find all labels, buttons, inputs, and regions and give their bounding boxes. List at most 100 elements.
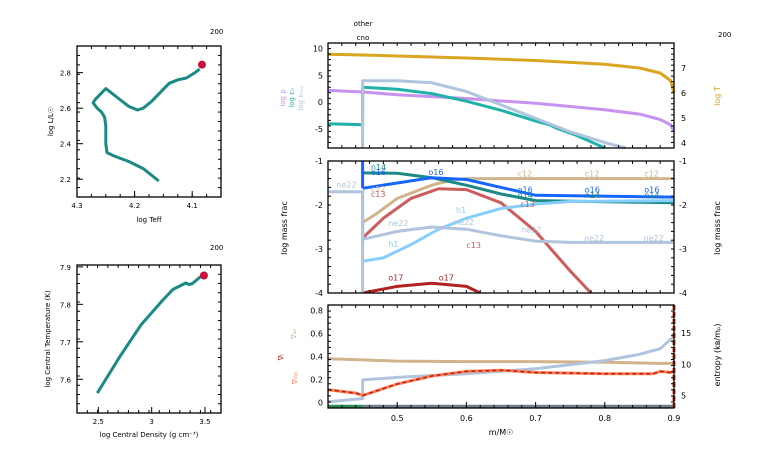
model-number: 200 [210, 28, 223, 36]
y-tick-label-right: 7 [681, 64, 686, 73]
x-tick-label: 0.7 [529, 414, 542, 423]
current-model-marker [197, 60, 206, 69]
x-axis-label: m/M☉ [489, 428, 514, 437]
center-track [96, 274, 205, 394]
series-c13 [361, 187, 593, 293]
y-tick-label-right: -4 [679, 289, 687, 298]
y-tick-label: 5 [318, 71, 323, 80]
y-tick-label: 0 [318, 398, 323, 407]
current-model-marker [199, 271, 208, 280]
line-label-o16: o16 [585, 186, 600, 195]
model-number: 200 [210, 244, 223, 252]
series-grad_T [327, 369, 675, 397]
line-label-n14: n14 [371, 163, 386, 172]
y-axis-label-left: log εₙᵤₓ [297, 85, 305, 110]
y-tick-label-right: -3 [679, 245, 687, 254]
line-label-n14: n14 [644, 191, 659, 200]
y-axis-label-left: ∇ᵣₐₔ [291, 372, 299, 385]
series-log-eps_max [361, 79, 626, 150]
line-label-o17: o17 [388, 274, 403, 283]
y-axis-label-left: log ρ [279, 89, 287, 107]
y-tick-label-right: 5 [681, 114, 686, 123]
series-ne22 [328, 190, 674, 244]
y-tick-label: 7.6 [60, 376, 72, 384]
y-tick-label: 7.8 [60, 301, 71, 309]
y-tick-label: 2.2 [60, 176, 71, 184]
line-label-c12: c12 [371, 185, 386, 194]
series-h1 [362, 199, 674, 263]
y-axis-label: log Central Temperature (K) [44, 290, 52, 387]
hr-track [91, 67, 201, 183]
model-number: 200 [718, 31, 731, 39]
y-tick-label: 0 [318, 98, 323, 107]
y-tick-label: -4 [315, 289, 323, 298]
y-tick-label-right: -1 [679, 157, 687, 166]
x-tick-label: 4.2 [129, 202, 140, 210]
y-tick-label: -3 [315, 245, 323, 254]
line-label-o17: o17 [439, 274, 454, 283]
x-tick-label: 4.3 [71, 202, 82, 210]
y-axis-label-left: ∇ₐₔ [290, 329, 298, 340]
y-tick-label-right: 6 [681, 89, 686, 98]
series-o16 [362, 176, 674, 199]
x-tick-label: 4.1 [187, 202, 198, 210]
y-tick-label: 0.6 [310, 330, 323, 339]
y-tick-label: 2.4 [60, 141, 72, 149]
x-axis-label: log Teff [136, 216, 161, 224]
y-tick-label: 7.7 [60, 339, 71, 347]
line-label-ne22: ne22 [521, 225, 541, 234]
x-tick-label: 0.9 [668, 414, 681, 423]
y-axis-label-left: log εₙ [288, 88, 296, 108]
y-axis-label-right: log T [713, 86, 722, 106]
y-tick-label: 10 [313, 44, 323, 53]
line-label-c12: c12 [518, 169, 533, 178]
line-label-o16: o16 [371, 168, 386, 177]
line-label-o16: o16 [518, 186, 533, 195]
annotation-cno: cno [357, 34, 370, 42]
x-tick-label: 3 [149, 418, 153, 426]
y-tick-label: 0.4 [310, 353, 323, 362]
x-tick-label: 0.5 [391, 414, 404, 423]
line-label-c13: c13 [371, 190, 386, 199]
series-log-T [327, 52, 676, 94]
annotation-other: other [354, 20, 373, 28]
series-log-eps_nuc [327, 85, 606, 150]
series-o17 [362, 281, 481, 293]
y-tick-label: 0.2 [310, 375, 323, 384]
y-axis-label: log L/L☉ [47, 107, 55, 136]
y-tick-label: -5 [315, 125, 323, 134]
y-tick-label: 0.8 [310, 307, 323, 316]
y-tick-label-right: 4 [681, 139, 686, 148]
y-tick-label: 2.6 [60, 105, 72, 113]
y-axis-label-right: log mass frac [713, 201, 722, 255]
profile-grad-frame [327, 304, 675, 409]
y-tick-label: -1 [315, 157, 323, 166]
line-label-n14: n14 [518, 191, 533, 200]
y-tick-label-right: 5 [681, 392, 686, 401]
y-tick-label-right: 10 [681, 360, 691, 369]
line-label-o16: o16 [428, 168, 443, 177]
series-grad_ad [327, 357, 674, 365]
x-tick-label: 0.6 [460, 414, 473, 423]
y-tick-label-right: -2 [679, 201, 687, 210]
y-tick-label: -2 [315, 201, 323, 210]
line-label-h1: h1 [388, 240, 398, 249]
series-n14 [362, 171, 674, 205]
line-label-ne22: ne22 [644, 234, 664, 243]
line-label-c12: c12 [644, 169, 659, 178]
y-axis-label-left: ∇ₜ [277, 354, 285, 362]
line-label-ne22: ne22 [336, 180, 356, 189]
profile-top-frame [327, 42, 675, 149]
line-label-c12: c12 [585, 169, 600, 178]
line-label-h1: h1 [456, 206, 466, 215]
series-log-rho [327, 88, 676, 133]
line-label-ne22: ne22 [454, 218, 474, 227]
line-label-ne22: ne22 [388, 219, 408, 228]
y-tick-label-right: 15 [681, 329, 691, 338]
line-label-ne22: ne22 [584, 234, 604, 243]
y-tick-label: 2.8 [60, 70, 71, 78]
line-label-o16: o16 [644, 186, 659, 195]
y-axis-label-right: entropy (kʙ/mₚ) [713, 324, 722, 387]
line-label-c13: c13 [466, 241, 481, 250]
